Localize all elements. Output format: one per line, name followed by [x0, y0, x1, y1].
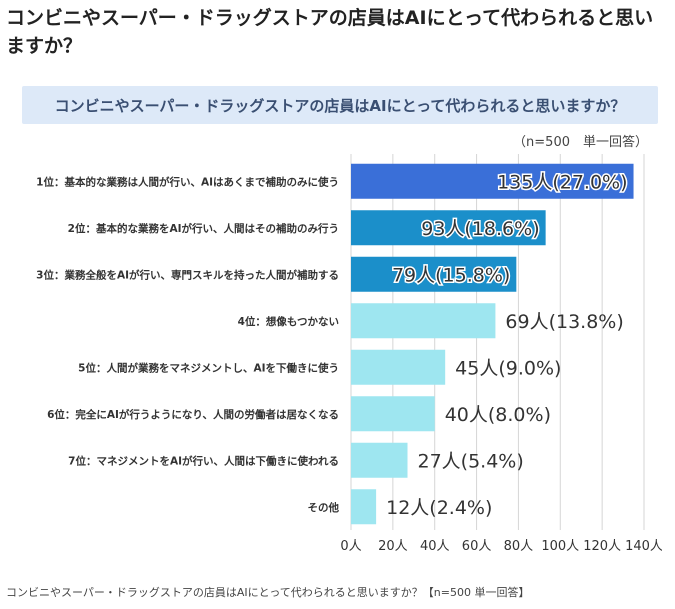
bar — [351, 210, 546, 246]
bar — [351, 163, 634, 199]
chart-frame: コンビニやスーパー・ドラッグストアの店員はAIにとって代わられると思いますか？ … — [16, 76, 662, 556]
value-label: 27人(5.4%) — [418, 450, 524, 472]
category-label: その他 — [308, 501, 340, 514]
value-label: 69人(13.8%) — [505, 311, 623, 333]
bar — [351, 442, 408, 478]
category-label: 4位：想像もつかない — [238, 315, 339, 328]
category-label: 2位：基本的な業務をAIが行い、人間はその補助のみ行う — [68, 222, 339, 235]
x-tick-label: 60人 — [462, 539, 492, 554]
bar — [351, 489, 377, 525]
x-tick-label: 20人 — [378, 539, 408, 554]
chart-title: コンビニやスーパー・ドラッグストアの店員はAIにとって代わられると思いますか？ — [22, 86, 658, 124]
page-heading: コンビニやスーパー・ドラッグストアの店員はAIにとって代わられると思いますか？ — [6, 7, 654, 57]
x-tick-label: 120人 — [583, 539, 621, 554]
category-label: 1位：基本的な業務は人間が行い、AIはあくまで補助のみに使う — [36, 175, 339, 188]
value-label: 135人(27.0%) — [497, 171, 627, 193]
value-label: 12人(2.4%) — [386, 497, 492, 519]
x-tick-label: 80人 — [504, 539, 534, 554]
x-tick-label: 40人 — [420, 539, 450, 554]
bar-chart: 0人 20人 40人 60人 80人 100人 120人 140人 1位：基本的な業務は人間が行… — [36, 154, 662, 554]
figure-caption: コンビニやスーパー・ドラッグストアの店員はAIにとって代わられると思いますか？【… — [6, 586, 530, 599]
x-tick-label: 0人 — [340, 539, 361, 554]
chart-sample-note: （n=500 単一回答） — [513, 135, 648, 150]
category-label: 7位：マネジメントをAIが行い、人間は下働きに使われる — [68, 454, 339, 467]
x-tick-label: 100人 — [541, 539, 579, 554]
x-tick-label: 140人 — [625, 539, 662, 554]
bar — [351, 349, 446, 385]
category-label: 6位：完全にAIが行うようになり、人間の労働者は居なくなる — [47, 408, 339, 421]
value-label: 40人(8.0%) — [445, 404, 551, 426]
bar — [351, 303, 496, 339]
bar — [351, 256, 517, 292]
value-label: 45人(9.0%) — [455, 357, 561, 379]
value-label: 79人(15.8%) — [392, 264, 510, 286]
bar — [351, 396, 435, 432]
value-label: 93人(18.6%) — [421, 218, 539, 240]
category-label: 5位：人間が業務をマネジメントし、AIを下働きに使う — [78, 361, 339, 374]
category-label: 3位：業務全般をAIが行い、専門スキルを持った人間が補助する — [36, 268, 339, 281]
